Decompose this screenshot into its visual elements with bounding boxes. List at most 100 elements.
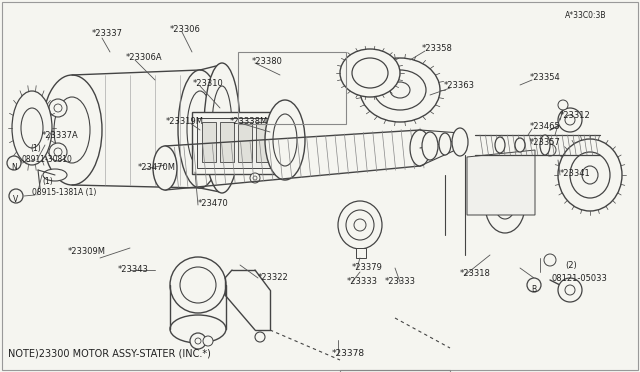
Ellipse shape	[346, 210, 374, 240]
Text: *23337: *23337	[92, 29, 123, 38]
Circle shape	[49, 143, 67, 161]
Text: *23379: *23379	[352, 263, 383, 272]
Circle shape	[527, 278, 541, 292]
Text: *23354: *23354	[530, 73, 561, 82]
Circle shape	[54, 104, 62, 112]
Text: (1): (1)	[42, 177, 52, 186]
Ellipse shape	[439, 133, 451, 155]
Ellipse shape	[43, 169, 67, 181]
Circle shape	[195, 338, 201, 344]
Ellipse shape	[354, 219, 366, 231]
Text: *23318: *23318	[460, 269, 491, 278]
Bar	[192, 112, 282, 174]
Ellipse shape	[558, 108, 582, 132]
Ellipse shape	[540, 135, 550, 155]
Ellipse shape	[265, 100, 305, 180]
Ellipse shape	[558, 278, 582, 302]
Ellipse shape	[180, 267, 216, 303]
Circle shape	[558, 100, 568, 110]
Ellipse shape	[21, 108, 43, 148]
Text: A*33C0:3B: A*33C0:3B	[565, 11, 607, 20]
Text: *23333: *23333	[385, 277, 416, 286]
Text: *23322: *23322	[258, 273, 289, 282]
Text: (1): (1)	[30, 144, 41, 153]
Ellipse shape	[452, 128, 468, 156]
Text: *23363: *23363	[444, 81, 475, 90]
Circle shape	[203, 336, 213, 346]
Text: *23341: *23341	[560, 169, 591, 178]
Circle shape	[544, 254, 556, 266]
Text: B: B	[531, 285, 536, 294]
Ellipse shape	[515, 138, 525, 152]
Text: 08911-30810: 08911-30810	[22, 155, 73, 164]
Ellipse shape	[582, 166, 598, 184]
Ellipse shape	[54, 97, 90, 163]
Text: *23343: *23343	[118, 265, 149, 274]
Circle shape	[544, 144, 556, 156]
Ellipse shape	[390, 82, 410, 98]
Ellipse shape	[374, 70, 426, 110]
Bar	[238, 52, 346, 124]
Bar	[238, 122, 252, 162]
Ellipse shape	[422, 132, 438, 160]
Bar	[256, 122, 270, 162]
Ellipse shape	[187, 91, 213, 167]
Text: *23470: *23470	[198, 199, 228, 208]
Ellipse shape	[360, 58, 440, 122]
Circle shape	[253, 176, 257, 180]
Text: *23465: *23465	[530, 122, 561, 131]
Ellipse shape	[570, 152, 610, 198]
Ellipse shape	[170, 315, 226, 343]
Text: *23319M: *23319M	[166, 117, 204, 126]
Text: V: V	[13, 196, 19, 205]
Bar	[340, 370, 450, 372]
Text: *23312: *23312	[560, 111, 591, 120]
Ellipse shape	[340, 49, 400, 97]
Bar	[274, 122, 288, 162]
Circle shape	[565, 285, 575, 295]
Text: *23306A: *23306A	[126, 53, 163, 62]
Ellipse shape	[558, 139, 622, 211]
Circle shape	[255, 332, 265, 342]
Bar	[197, 118, 277, 168]
Text: N: N	[11, 163, 17, 171]
Text: 08121-05033: 08121-05033	[552, 274, 608, 283]
Text: *23310: *23310	[193, 79, 224, 88]
Ellipse shape	[495, 191, 515, 219]
Text: *23357: *23357	[530, 138, 561, 147]
Text: *23306: *23306	[170, 25, 201, 34]
Text: *23378: *23378	[332, 349, 365, 358]
Ellipse shape	[495, 137, 505, 153]
Ellipse shape	[273, 114, 297, 166]
Bar	[202, 122, 216, 162]
Bar	[220, 122, 234, 162]
Ellipse shape	[178, 70, 222, 188]
Circle shape	[250, 173, 260, 183]
Text: NOTE)23300 MOTOR ASSY-STATER (INC.*): NOTE)23300 MOTOR ASSY-STATER (INC.*)	[8, 348, 211, 358]
Ellipse shape	[410, 130, 430, 166]
Ellipse shape	[12, 91, 52, 165]
Circle shape	[54, 148, 62, 156]
Circle shape	[190, 333, 206, 349]
Ellipse shape	[170, 257, 226, 313]
Ellipse shape	[153, 146, 177, 190]
Text: *23309M: *23309M	[68, 247, 106, 256]
Ellipse shape	[212, 86, 232, 170]
Text: *23380: *23380	[252, 57, 283, 66]
Text: *23358: *23358	[422, 44, 453, 53]
Text: 08915-1381A (1): 08915-1381A (1)	[32, 188, 97, 197]
Text: *23333: *23333	[347, 277, 378, 286]
Ellipse shape	[352, 58, 388, 88]
Circle shape	[565, 115, 575, 125]
Ellipse shape	[42, 75, 102, 185]
Ellipse shape	[485, 177, 525, 233]
Circle shape	[9, 189, 23, 203]
Text: *23470M: *23470M	[138, 163, 176, 172]
Circle shape	[49, 99, 67, 117]
Text: *23337A: *23337A	[42, 131, 79, 140]
Text: (2): (2)	[565, 261, 577, 270]
Circle shape	[7, 156, 21, 170]
Bar	[356, 248, 366, 258]
Text: *23338M: *23338M	[230, 117, 268, 126]
Ellipse shape	[338, 201, 382, 249]
